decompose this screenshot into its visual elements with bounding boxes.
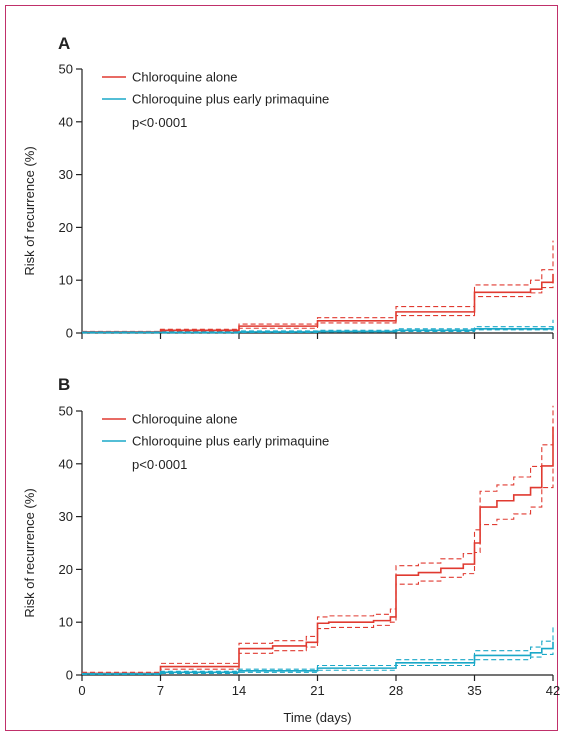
y-tick-label: 40 <box>59 456 73 471</box>
p-value-annotation: p<0·0001 <box>132 457 187 472</box>
x-tick-label: 28 <box>389 683 403 698</box>
panel-a: A 0 10 20 30 40 50 Risk of recurrence (%) Chloro… <box>22 34 554 341</box>
y-tick-label: 10 <box>59 273 73 288</box>
y-tick-label: 50 <box>59 404 73 419</box>
y-tick-label: 40 <box>59 114 73 129</box>
x-tick-label: 42 <box>546 683 560 698</box>
y-tick-label: 20 <box>59 562 73 577</box>
panel-label: A <box>58 34 70 53</box>
chloroquine-alone-line <box>82 426 554 675</box>
legend-label-chloroquine-alone: Chloroquine alone <box>132 70 238 85</box>
chloroquine-alone-lower-ci <box>82 463 554 676</box>
chloroquine-plus-primaquine-upper-ci <box>82 624 554 674</box>
x-tick-label: 35 <box>467 683 481 698</box>
y-tick-label: 30 <box>59 509 73 524</box>
chloroquine-alone-upper-ci <box>82 240 554 332</box>
y-tick-label: 50 <box>59 62 73 77</box>
figure-frame <box>5 5 558 731</box>
y-tick-label: 30 <box>59 167 73 182</box>
x-tick-label: 7 <box>157 683 164 698</box>
y-tick-label: 0 <box>66 326 73 341</box>
y-axis-title: Risk of recurrence (%) <box>22 488 37 617</box>
x-tick-label: 14 <box>232 683 246 698</box>
chloroquine-alone-upper-ci <box>82 405 554 673</box>
chloroquine-alone-line <box>82 273 554 333</box>
y-tick-label: 10 <box>59 615 73 630</box>
y-axis-title: Risk of recurrence (%) <box>22 146 37 275</box>
y-tick-label: 20 <box>59 220 73 235</box>
panel-label: B <box>58 375 70 394</box>
legend-label-chloroquine-plus-primaquine: Chloroquine plus early primaquine <box>132 434 329 449</box>
x-tick-label: 0 <box>78 683 85 698</box>
y-tick-label: 0 <box>66 668 73 683</box>
legend-label-chloroquine-alone: Chloroquine alone <box>132 412 238 427</box>
x-tick-label: 21 <box>310 683 324 698</box>
p-value-annotation: p<0·0001 <box>132 115 187 130</box>
chloroquine-plus-primaquine-line <box>82 326 554 334</box>
legend-label-chloroquine-plus-primaquine: Chloroquine plus early primaquine <box>132 92 329 107</box>
x-axis-title: Time (days) <box>283 710 351 725</box>
chloroquine-plus-primaquine-line <box>82 641 554 675</box>
panel-b: B 0 10 20 30 40 50 0 7 14 21 28 35 42 Risk of recurren… <box>22 375 560 725</box>
